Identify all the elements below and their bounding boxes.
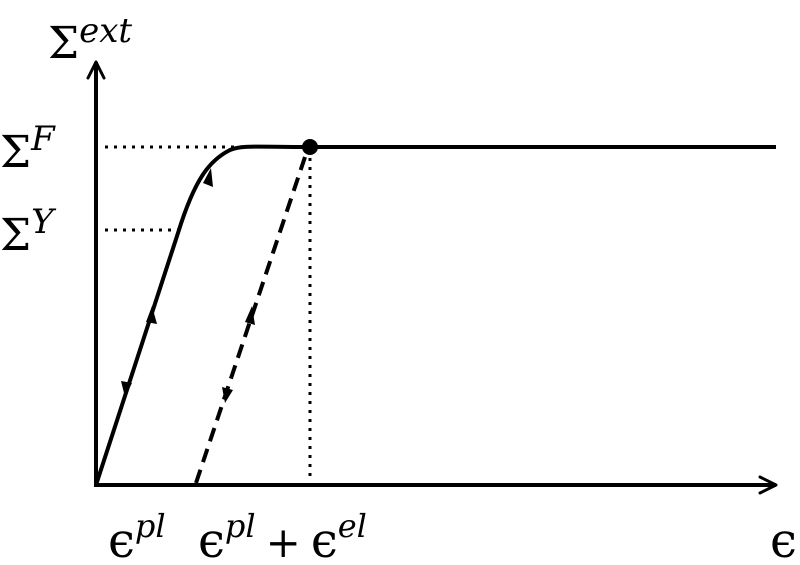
eps-total-label: ϵpl + ϵel [198, 507, 367, 565]
arrow-up-1 [146, 306, 157, 324]
y-axis-label: Σext [48, 11, 132, 69]
sigma-f-label: ΣF [0, 119, 56, 178]
loading-curve [94, 144, 776, 486]
arrow-up-2 [203, 168, 213, 187]
sigma-y-label: ΣY [0, 202, 57, 261]
arrow-down-2 [222, 387, 233, 403]
elastic-unloading-line [194, 156, 307, 484]
state-point [302, 139, 318, 155]
x-axis-label: ϵ [770, 513, 797, 565]
eps-pl-label: ϵpl [108, 507, 166, 565]
arrow-up-3 [245, 306, 255, 325]
arrow-down-1 [121, 381, 132, 397]
